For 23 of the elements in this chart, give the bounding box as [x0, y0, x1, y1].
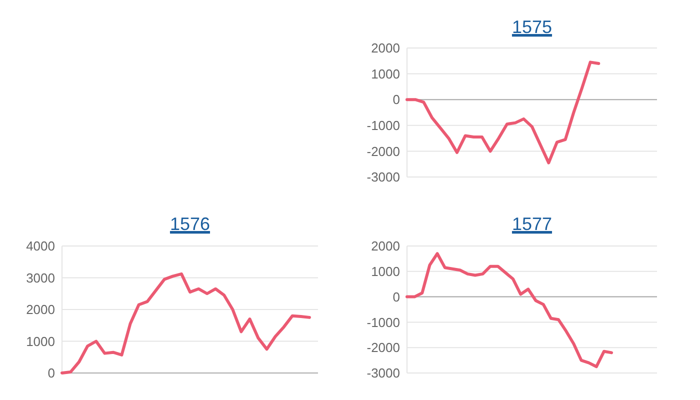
- y-tick-label: 1000: [371, 264, 400, 279]
- y-tick-label: 1000: [371, 66, 400, 82]
- chart-title: 1577: [512, 214, 552, 234]
- y-tick-label: -3000: [366, 170, 400, 185]
- y-tick-label: -2000: [366, 144, 400, 159]
- y-tick-label: 3000: [26, 270, 55, 286]
- chart-title: 1576: [170, 214, 210, 234]
- y-tick-label: 0: [48, 366, 55, 381]
- y-tick-label: 0: [392, 289, 400, 304]
- y-tick-label: 2000: [371, 238, 400, 254]
- y-tick-label: 0: [392, 92, 400, 108]
- y-tick-label: -1000: [366, 118, 400, 133]
- y-tick-label: 2000: [26, 302, 55, 318]
- y-tick-label: 4000: [26, 238, 55, 254]
- line-series: [60, 272, 311, 374]
- y-tick-label: 1000: [26, 334, 55, 349]
- y-tick-label: -3000: [366, 366, 400, 381]
- y-tick-label: 2000: [371, 40, 400, 56]
- line-series: [406, 252, 614, 368]
- y-tick-label: -1000: [366, 314, 400, 330]
- y-tick-label: -2000: [366, 340, 400, 356]
- chart-title: 1575: [512, 17, 552, 37]
- line-series: [406, 60, 600, 164]
